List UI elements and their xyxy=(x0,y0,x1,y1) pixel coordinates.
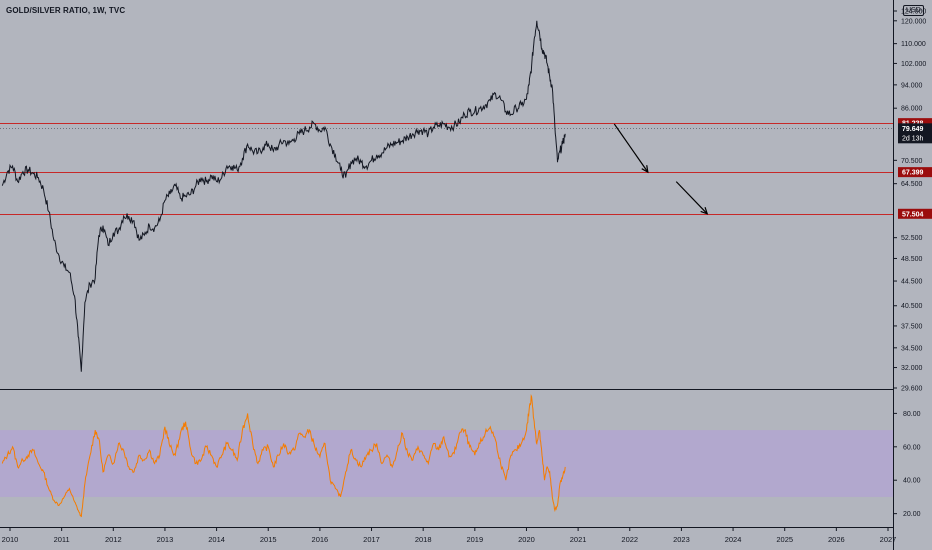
level-label-bg-0 xyxy=(898,118,932,129)
price-tick-label-2: 110.000 xyxy=(901,41,926,48)
price-pane[interactable] xyxy=(0,20,893,372)
time-tick-label-13: 2023 xyxy=(673,535,690,544)
time-tick-label-16: 2026 xyxy=(828,535,845,544)
price-tick-label-16: 37.500 xyxy=(901,323,923,330)
level-label-2: 57.504 xyxy=(902,211,924,218)
time-tick-label-9: 2019 xyxy=(466,535,483,544)
price-tick-label-0: 124.000 xyxy=(901,9,926,16)
time-tick-label-11: 2021 xyxy=(570,535,587,544)
rsi-tick-label-0: 80.00 xyxy=(903,411,921,418)
price-tick-label-5: 86.000 xyxy=(901,106,923,113)
level-label-bg-2 xyxy=(898,208,932,219)
price-tick-label-15: 40.500 xyxy=(901,303,923,310)
time-tick-label-1: 2011 xyxy=(54,535,70,544)
time-tick-label-10: 2020 xyxy=(518,535,535,544)
countdown-label: 2d 13h xyxy=(902,136,924,143)
price-tick-label-13: 48.500 xyxy=(901,256,923,263)
rsi-band xyxy=(0,430,893,497)
price-tick-label-3: 102.000 xyxy=(901,61,926,68)
price-tick-label-8: 70.500 xyxy=(901,158,923,165)
price-tick-label-18: 32.000 xyxy=(901,365,923,372)
arrow-line-0 xyxy=(613,123,649,173)
level-label-bg-1 xyxy=(898,167,932,178)
time-tick-label-17: 2027 xyxy=(880,535,897,544)
arrow-head-1 xyxy=(700,206,709,215)
arrow-head-0 xyxy=(641,165,649,174)
last-price-label: 79.649 xyxy=(902,126,924,133)
time-tick-label-4: 2014 xyxy=(208,535,225,544)
time-tick-label-2: 2012 xyxy=(105,535,122,544)
time-tick-label-14: 2024 xyxy=(725,535,742,544)
rsi-series-line xyxy=(1,394,566,518)
rsi-axis[interactable]: 80.00 60.00 40.00 20.00 xyxy=(893,411,921,518)
price-tick-label-14: 44.500 xyxy=(901,279,923,286)
price-tick-label-19: 29.600 xyxy=(901,386,923,393)
time-tick-label-15: 2025 xyxy=(776,535,793,544)
time-tick-label-6: 2016 xyxy=(312,535,329,544)
price-axis[interactable]: 124.000 120.000 110.000 102.000 94.000 86.000… xyxy=(893,9,926,393)
level-label-1: 67.399 xyxy=(902,170,924,177)
time-tick-label-8: 2018 xyxy=(415,535,432,544)
time-tick-label-5: 2015 xyxy=(260,535,277,544)
last-price-bg xyxy=(898,123,932,144)
time-tick-label-3: 2013 xyxy=(157,535,174,544)
chart-title: GOLD/SILVER RATIO, 1W, TVC xyxy=(6,6,126,15)
time-tick-label-0: 2010 xyxy=(2,535,19,544)
price-tick-label-12: 52.500 xyxy=(901,235,923,242)
price-tick-label-17: 34.500 xyxy=(901,345,923,352)
rsi-tick-label-3: 20.00 xyxy=(903,511,921,518)
projection-arrows xyxy=(613,123,709,215)
price-tick-label-1: 120.000 xyxy=(901,18,926,25)
currency-label[interactable]: USD xyxy=(903,5,924,16)
rsi-tick-label-1: 60.00 xyxy=(903,444,921,451)
rsi-pane[interactable] xyxy=(0,394,893,518)
price-tick-label-10: 64.500 xyxy=(901,181,923,188)
price-tick-label-4: 94.000 xyxy=(901,82,923,89)
time-tick-label-7: 2017 xyxy=(363,535,380,544)
time-axis[interactable]: 2010 2011 2012 2013 2014 2015 2016 2017 2018 2019… xyxy=(2,527,897,544)
rsi-tick-label-2: 40.00 xyxy=(903,478,921,485)
price-series-line xyxy=(1,20,566,372)
time-tick-label-12: 2022 xyxy=(621,535,638,544)
arrow-line-1 xyxy=(675,181,708,215)
